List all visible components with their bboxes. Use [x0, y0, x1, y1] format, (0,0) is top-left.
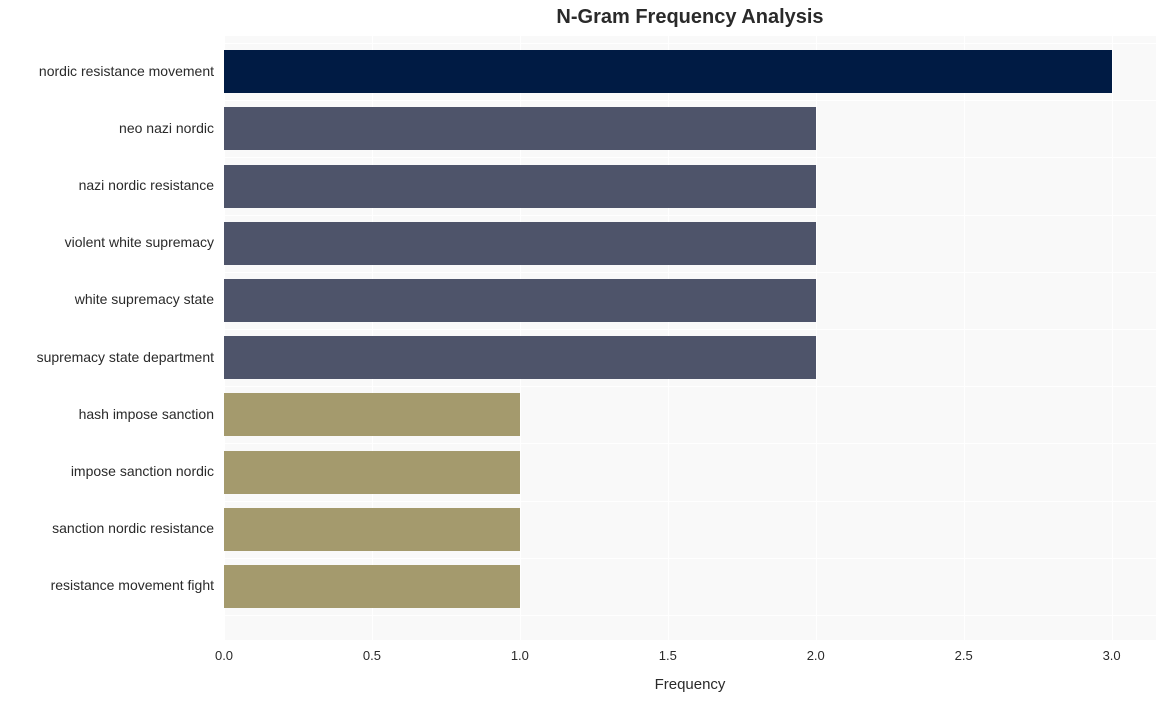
- y-gridline: [224, 501, 1156, 502]
- x-tick-label: 1.0: [511, 648, 529, 663]
- bar: [224, 508, 520, 551]
- y-gridline: [224, 558, 1156, 559]
- y-tick-label: nazi nordic resistance: [0, 177, 214, 193]
- y-gridline: [224, 443, 1156, 444]
- bar: [224, 222, 816, 265]
- bar: [224, 451, 520, 494]
- y-gridline: [224, 43, 1156, 44]
- plot-area: 0.00.51.01.52.02.53.0: [224, 36, 1156, 640]
- y-gridline: [224, 100, 1156, 101]
- bar: [224, 165, 816, 208]
- y-tick-label: sanction nordic resistance: [0, 520, 214, 536]
- y-tick-label: supremacy state department: [0, 349, 214, 365]
- x-gridline: [1112, 36, 1113, 640]
- x-gridline: [964, 36, 965, 640]
- x-tick-label: 3.0: [1103, 648, 1121, 663]
- x-tick-label: 1.5: [659, 648, 677, 663]
- x-tick-label: 2.0: [807, 648, 825, 663]
- bar: [224, 393, 520, 436]
- bar: [224, 50, 1112, 93]
- x-gridline: [816, 36, 817, 640]
- bar: [224, 279, 816, 322]
- x-tick-label: 0.5: [363, 648, 381, 663]
- bar: [224, 107, 816, 150]
- y-gridline: [224, 615, 1156, 616]
- y-gridline: [224, 386, 1156, 387]
- x-axis-title: Frequency: [224, 676, 1156, 693]
- y-gridline: [224, 329, 1156, 330]
- bar: [224, 565, 520, 608]
- x-tick-label: 0.0: [215, 648, 233, 663]
- y-tick-label: nordic resistance movement: [0, 63, 214, 79]
- ngram-frequency-chart: N-Gram Frequency Analysis 0.00.51.01.52.…: [0, 0, 1166, 701]
- x-tick-label: 2.5: [955, 648, 973, 663]
- y-tick-label: neo nazi nordic: [0, 120, 214, 136]
- bar: [224, 336, 816, 379]
- y-tick-label: violent white supremacy: [0, 234, 214, 250]
- y-tick-label: hash impose sanction: [0, 406, 214, 422]
- chart-title: N-Gram Frequency Analysis: [224, 6, 1156, 29]
- y-tick-label: impose sanction nordic: [0, 463, 214, 479]
- y-tick-label: white supremacy state: [0, 291, 214, 307]
- y-gridline: [224, 157, 1156, 158]
- y-gridline: [224, 215, 1156, 216]
- y-gridline: [224, 272, 1156, 273]
- y-tick-label: resistance movement fight: [0, 577, 214, 593]
